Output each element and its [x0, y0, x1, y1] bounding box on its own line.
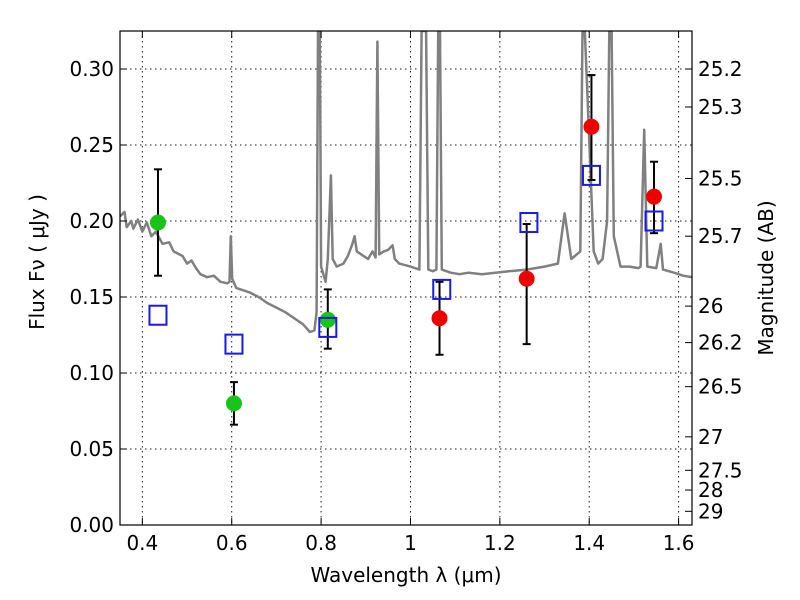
- x-tick-label: 1.2: [484, 531, 516, 555]
- plot-frame: [119, 30, 693, 526]
- y-tick-label: 0.00: [69, 513, 114, 537]
- model-flux-square: [318, 316, 338, 338]
- y-tick-label: 0.10: [69, 361, 114, 385]
- y-tick-label: 0.20: [69, 209, 114, 233]
- y2-tick-label: 25.3: [698, 95, 743, 119]
- y2-tick-label: 28: [698, 478, 723, 502]
- y-tick-label: 0.15: [69, 285, 114, 309]
- x-tick-label: 1: [404, 531, 417, 555]
- data-point: [583, 118, 600, 135]
- x-axis-label: Wavelength λ (μm): [310, 563, 501, 587]
- y-tick-label: 0.25: [69, 133, 114, 157]
- y2-tick-label: 26.2: [698, 331, 743, 355]
- spectrum-line: [120, 31, 692, 334]
- x-tick-label: 0.8: [305, 531, 337, 555]
- y2-tick-label: 25.7: [698, 224, 743, 248]
- data-point: [431, 310, 448, 327]
- y2-tick-label: 25.5: [698, 166, 743, 190]
- x-tick-label: 0.4: [126, 531, 158, 555]
- data-point: [225, 395, 242, 412]
- data-point: [319, 311, 336, 328]
- x-tick-label: 1.4: [573, 531, 605, 555]
- y2-tick-label: 25.2: [698, 57, 743, 81]
- ticks: 0.4 0.6 0.8 1 1.2 1.4 1.6 0.00 0.05 0.10 0.15 0.20 0…: [69, 31, 743, 555]
- model-flux-square: [581, 164, 601, 186]
- model-flux-square: [224, 333, 244, 355]
- data-point: [518, 270, 535, 287]
- x-tick-label: 0.6: [216, 531, 248, 555]
- model-flux-square: [519, 212, 539, 234]
- y2-tick-label: 27: [698, 425, 723, 449]
- model-flux-square: [644, 210, 664, 232]
- plot-data: [120, 31, 692, 426]
- y-tick-label: 0.30: [69, 57, 114, 81]
- y-tick-label: 0.05: [69, 437, 114, 461]
- y2-tick-label: 29: [698, 499, 723, 523]
- y2-tick-label: 26: [698, 294, 723, 318]
- y2-axis-label: Magnitude (AB): [754, 200, 778, 355]
- x-tick-label: 1.6: [663, 531, 695, 555]
- model-flux-square: [432, 278, 452, 300]
- data-point: [646, 188, 663, 205]
- y2-tick-label: 27.5: [698, 458, 743, 482]
- y2-tick-label: 26.5: [698, 375, 743, 399]
- model-flux-square: [148, 304, 168, 326]
- data-point: [149, 214, 166, 231]
- y-axis-label: Flux Fν ( μJy ): [25, 194, 49, 330]
